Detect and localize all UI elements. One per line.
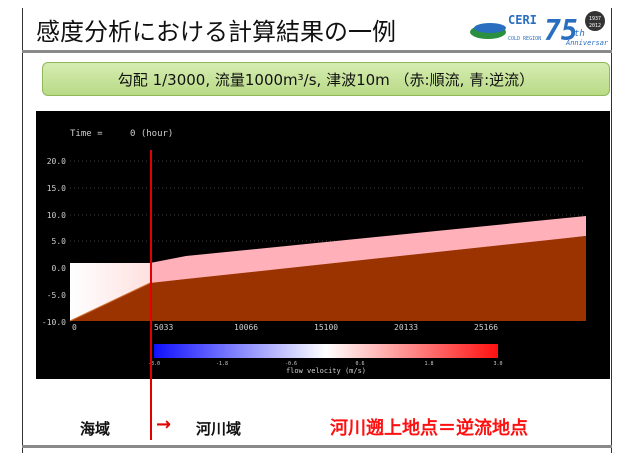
simulation-panel: Time = 0 (hour) 20.0 15.0 10.0 5.0 0.0 -… — [36, 111, 610, 379]
y-tick-10: 10.0 — [47, 211, 66, 220]
ceri-75th-logo: CERI COLD REGION 75 th Anniversary 1937 … — [470, 11, 608, 47]
cbar-tick-m06: -0.6 — [285, 361, 297, 367]
y-tick-5: 5.0 — [52, 237, 67, 246]
logo-brand: CERI — [508, 13, 537, 27]
x-tick-20133: 20133 — [394, 323, 418, 332]
logo-year-end: 2012 — [589, 23, 601, 29]
x-tick-10066: 10066 — [234, 323, 258, 332]
bottom-divider — [22, 445, 612, 448]
logo-brand-sub: COLD REGION — [508, 36, 541, 42]
cbar-tick-m18: -1.8 — [216, 361, 228, 367]
y-tick-20: 20.0 — [47, 157, 66, 166]
title-divider — [22, 50, 612, 53]
x-tick-5033: 5033 — [154, 323, 173, 332]
y-tick-m5: -5.0 — [47, 291, 66, 300]
slide-title: 感度分析における計算結果の一例 — [36, 18, 396, 46]
colorbar-label: flow velocity (m/s) — [286, 367, 366, 375]
river-bed — [70, 236, 586, 321]
logo-anniversary-number: 75 — [544, 14, 578, 47]
x-tick-25166: 25166 — [474, 323, 498, 332]
logo-anniversary-suffix: th — [574, 29, 585, 39]
cbar-tick-18: 1.8 — [424, 361, 433, 367]
y-tick-15: 15.0 — [47, 184, 66, 193]
time-label: Time = — [70, 129, 103, 139]
logo-year-start: 1937 — [589, 16, 601, 22]
y-tick-0: 0.0 — [52, 264, 67, 273]
x-tick-0: 0 — [72, 323, 77, 332]
slide-frame — [22, 8, 612, 453]
cbar-tick-m3: -3.0 — [148, 361, 160, 367]
arrow-icon: → — [156, 414, 172, 435]
logo-anniversary-word: Anniversary — [565, 39, 608, 47]
condition-box: 勾配 1/3000, 流量1000m³/s, 津波10m （赤:順流, 青:逆流… — [42, 62, 610, 96]
cbar-tick-06: 0.6 — [355, 361, 364, 367]
river-water — [150, 216, 586, 289]
condition-text: 勾配 1/3000, 流量1000m³/s, 津波10m （赤:順流, 青:逆流… — [117, 70, 535, 89]
upstream-point-label: 河川遡上地点＝逆流地点 — [330, 418, 528, 439]
cbar-tick-3: 3.0 — [493, 361, 502, 367]
logo-badge-icon — [585, 11, 605, 31]
velocity-colorbar — [154, 344, 498, 358]
river-area-label: 河川域 — [196, 420, 242, 438]
x-tick-15100: 15100 — [314, 323, 338, 332]
sea-area-label: 海域 — [80, 420, 111, 438]
time-value: 0 (hour) — [130, 129, 173, 139]
y-tick-m10: -10.0 — [42, 318, 66, 327]
boundary-marker-line — [150, 150, 152, 440]
